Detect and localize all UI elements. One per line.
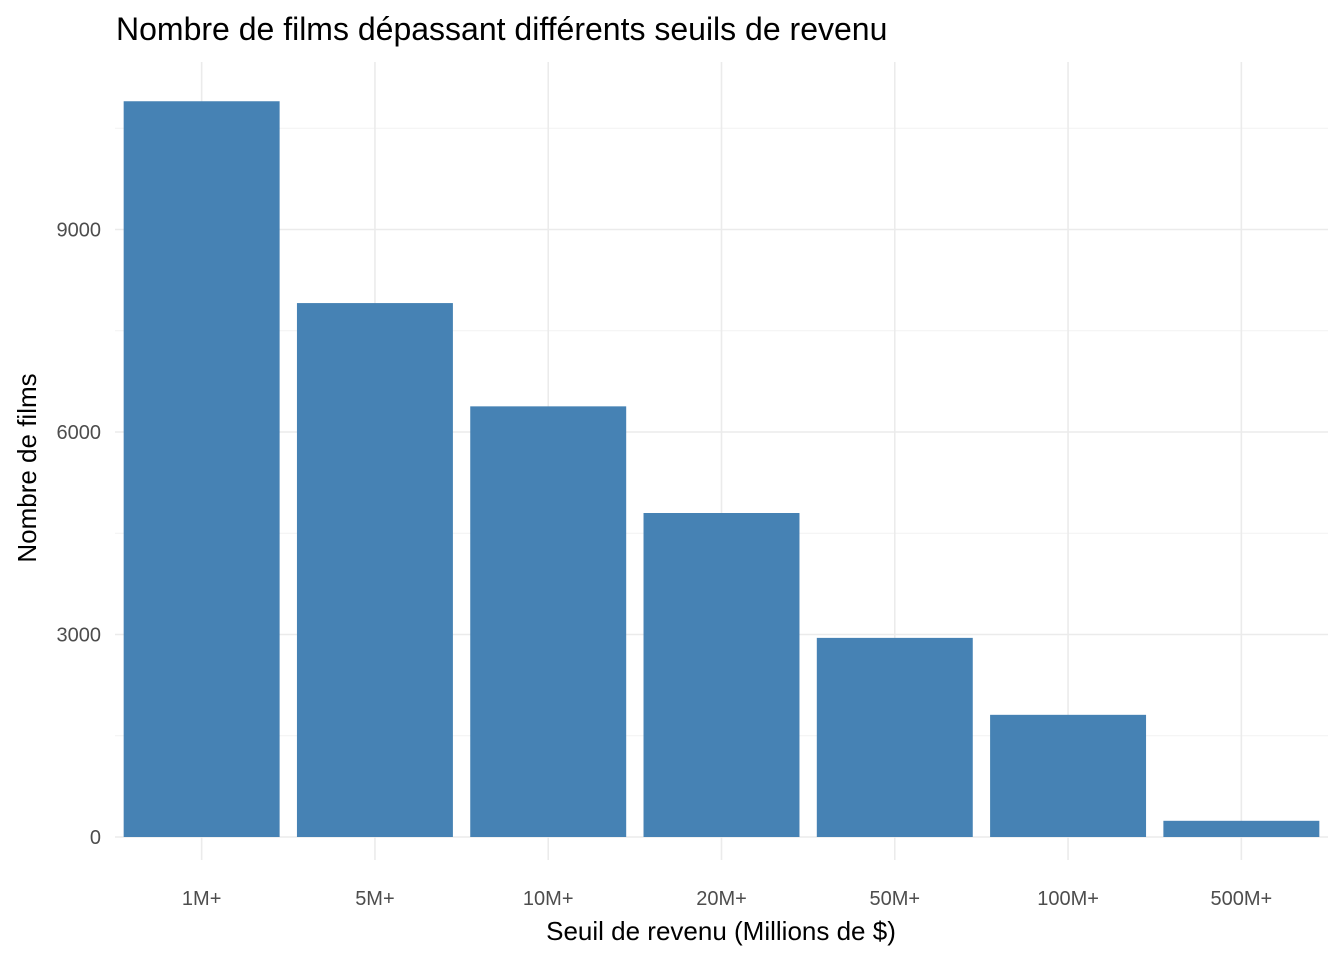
- y-tick-label: 3000: [57, 625, 102, 647]
- x-tick-label: 10M+: [523, 888, 574, 910]
- x-tick-label: 20M+: [696, 888, 747, 910]
- x-tick-label: 1M+: [182, 888, 221, 910]
- x-tick-label: 5M+: [355, 888, 394, 910]
- bars: [123, 101, 1320, 837]
- bar-1M+: [123, 101, 280, 837]
- x-tick-label: 100M+: [1037, 888, 1099, 910]
- y-axis-ticks: 0 3000 6000 9000: [57, 220, 102, 850]
- bar-50M+: [816, 637, 973, 837]
- x-axis-ticks: 1M+ 5M+ 10M+ 20M+ 50M+ 100M+ 500M+: [182, 888, 1272, 910]
- x-tick-label: 50M+: [869, 888, 920, 910]
- bar-5M+: [296, 303, 453, 837]
- chart-title: Nombre de films dépassant différents seu…: [116, 11, 887, 47]
- bar-100M+: [990, 714, 1147, 837]
- x-tick-label: 500M+: [1210, 888, 1272, 910]
- bar-500M+: [1163, 820, 1320, 837]
- y-tick-label: 9000: [57, 220, 102, 242]
- x-axis-title: Seuil de revenu (Millions de $): [546, 916, 896, 946]
- y-axis-title: Nombre de films: [12, 373, 42, 562]
- bar-10M+: [470, 406, 627, 837]
- bar-20M+: [643, 513, 800, 837]
- y-tick-label: 6000: [57, 422, 102, 444]
- y-tick-label: 0: [90, 827, 101, 849]
